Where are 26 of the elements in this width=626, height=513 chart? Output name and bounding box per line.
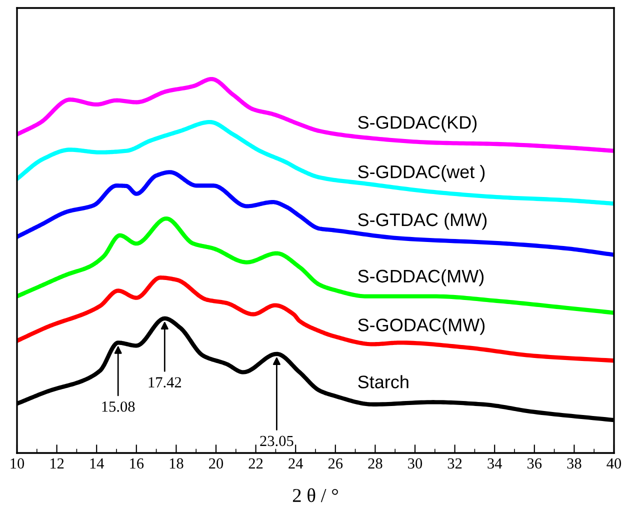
x-tick-label: 26 [328,458,343,469]
x-tick-label: 14 [90,458,104,468]
x-tick-label: 16 [130,458,144,469]
x-tick-label: 20 [209,458,224,469]
series-label: S-GDDAC(KD) [358,116,477,132]
x-tick-label: 38 [567,458,582,469]
series-label: S-GDDAC(wet ) [358,164,485,182]
x-tick-label: 28 [368,458,382,469]
x-tick-label: 34 [488,458,502,469]
annotation: 17.42 [148,377,182,388]
x-tick-label: 40 [606,458,622,469]
x-tick-label: 18 [170,458,184,469]
series-label: S-GTDAC (MW) [358,212,487,230]
series-label: Starch [358,375,408,388]
x-tick-label: 32 [448,458,462,469]
x-tick-label: 36 [527,458,542,469]
series-label: S-GODAC(MW) [358,318,485,335]
x-tick-label: 22 [248,458,263,468]
series-label: S-GDDAC(MW) [358,269,484,286]
x-tick-label: 12 [50,458,64,468]
annotation: 23.05 [260,436,294,446]
x-tick-label: 30 [408,458,422,469]
x-tick-label: 10 [10,458,24,469]
x-axis-title: 2 θ / ° [292,488,338,502]
annotation: 15.08 [102,401,135,412]
x-tick-label: 24 [288,458,303,468]
